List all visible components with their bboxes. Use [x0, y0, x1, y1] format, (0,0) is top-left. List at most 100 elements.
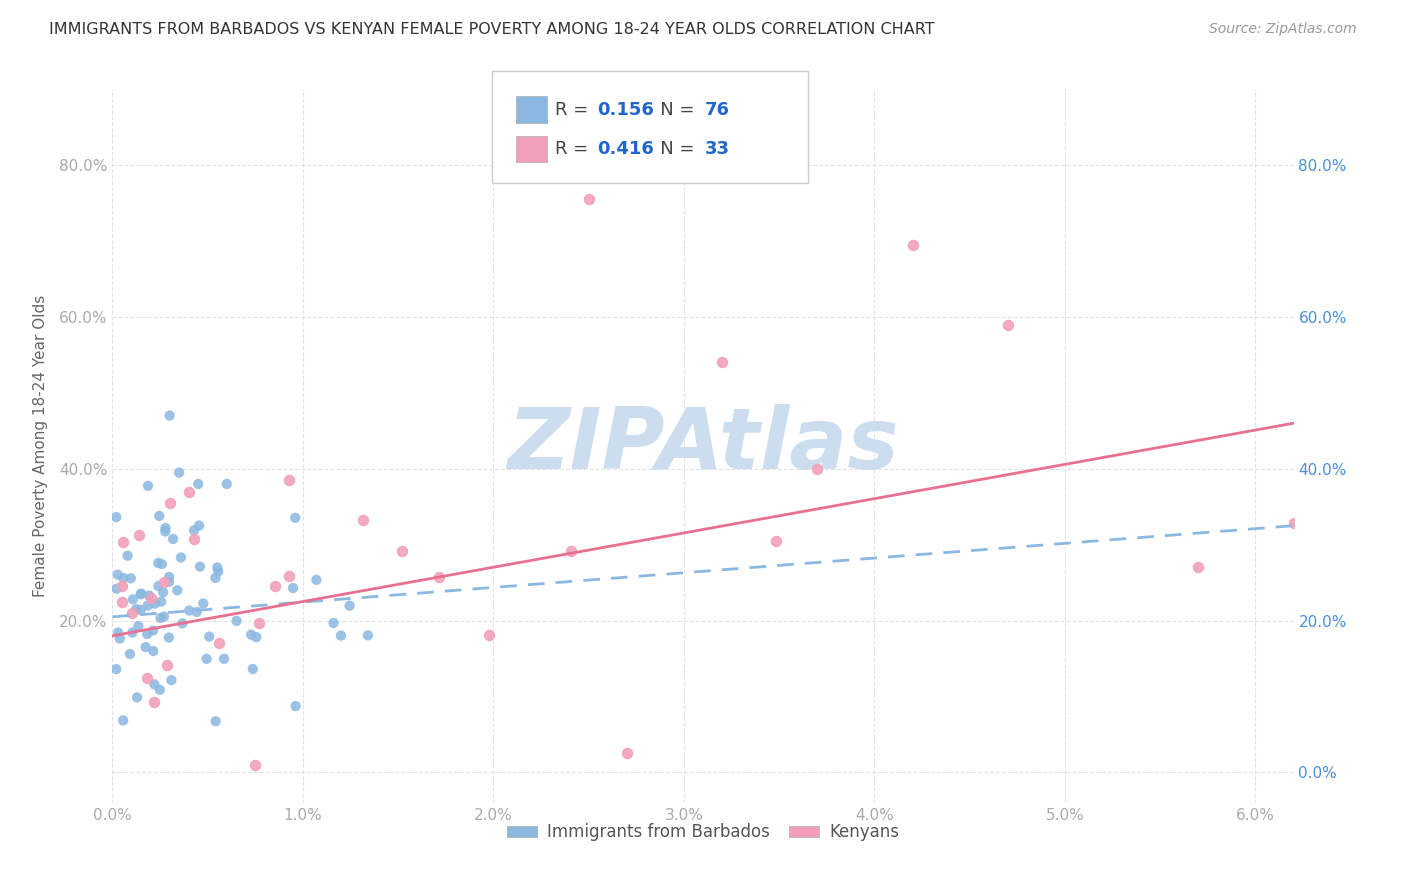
Point [107, 567, 129, 582]
Point [148, 579, 170, 593]
Point [160, 673, 183, 688]
Point [159, 496, 181, 510]
Point [112, 571, 135, 585]
Point [120, 571, 142, 585]
Point [240, 627, 263, 641]
Point [162, 532, 184, 546]
Point [135, 640, 157, 654]
Point [111, 594, 134, 608]
Point [152, 585, 174, 599]
Point [121, 606, 143, 620]
Point [329, 629, 352, 643]
Point [153, 609, 176, 624]
Point [578, 192, 600, 206]
Point [225, 614, 247, 628]
Point [148, 556, 170, 570]
Point [108, 632, 131, 646]
Point [284, 699, 307, 714]
Point [105, 662, 128, 676]
Point [155, 524, 177, 539]
Point [806, 462, 828, 476]
Point [143, 597, 166, 611]
Point [142, 624, 165, 638]
Point [136, 599, 159, 613]
Point [188, 518, 211, 533]
Point [152, 574, 174, 589]
Point [198, 630, 221, 644]
Point [129, 587, 152, 601]
Point [560, 543, 582, 558]
Point [111, 579, 134, 593]
Text: 33: 33 [704, 140, 730, 158]
Point [357, 628, 380, 642]
Point [157, 574, 180, 589]
Point [352, 513, 374, 527]
Text: N =: N = [643, 101, 700, 119]
Point [247, 615, 270, 630]
Point [242, 662, 264, 676]
Text: 0.156: 0.156 [598, 101, 654, 119]
Point [117, 549, 139, 563]
Point [195, 652, 218, 666]
Point [207, 560, 229, 574]
Point [183, 523, 205, 537]
Text: 0.416: 0.416 [598, 140, 654, 158]
Y-axis label: Female Poverty Among 18-24 Year Olds: Female Poverty Among 18-24 Year Olds [32, 295, 48, 597]
Point [118, 647, 141, 661]
Point [150, 557, 173, 571]
Point [129, 603, 152, 617]
Point [215, 477, 238, 491]
Point [339, 599, 361, 613]
Point [305, 573, 328, 587]
Text: R =: R = [555, 140, 595, 158]
Point [112, 534, 135, 549]
Point [204, 714, 226, 729]
Point [264, 578, 287, 592]
Point [167, 466, 190, 480]
Point [127, 690, 149, 705]
Point [765, 534, 787, 549]
Point [121, 625, 143, 640]
Point [155, 658, 177, 673]
Point [277, 569, 299, 583]
Point [208, 636, 231, 650]
Point [136, 671, 159, 685]
Point [177, 484, 200, 499]
Text: Source: ZipAtlas.com: Source: ZipAtlas.com [1209, 22, 1357, 37]
Point [187, 477, 209, 491]
Point [155, 521, 177, 535]
Point [278, 473, 301, 487]
Point [391, 544, 413, 558]
Point [1282, 516, 1305, 530]
Point [105, 510, 128, 524]
Point [129, 586, 152, 600]
Point [149, 611, 172, 625]
Point [478, 628, 501, 642]
Point [143, 695, 166, 709]
Point [157, 570, 180, 584]
Point [901, 237, 924, 252]
Point [128, 528, 150, 542]
Point [105, 582, 128, 596]
Text: ZIPAtlas: ZIPAtlas [508, 404, 898, 488]
Point [159, 409, 181, 423]
Point [125, 602, 148, 616]
Point [148, 508, 170, 523]
Point [138, 589, 160, 603]
Point [166, 583, 188, 598]
Point [107, 625, 129, 640]
Point [188, 559, 211, 574]
Text: 76: 76 [704, 101, 730, 119]
Point [186, 605, 208, 619]
Point [427, 570, 450, 584]
Point [136, 479, 159, 493]
Point [179, 603, 201, 617]
Point [149, 682, 172, 697]
Point [212, 652, 235, 666]
Point [136, 627, 159, 641]
Point [157, 631, 180, 645]
Point [183, 533, 205, 547]
Point [207, 565, 229, 579]
Point [170, 550, 193, 565]
Point [616, 747, 638, 761]
